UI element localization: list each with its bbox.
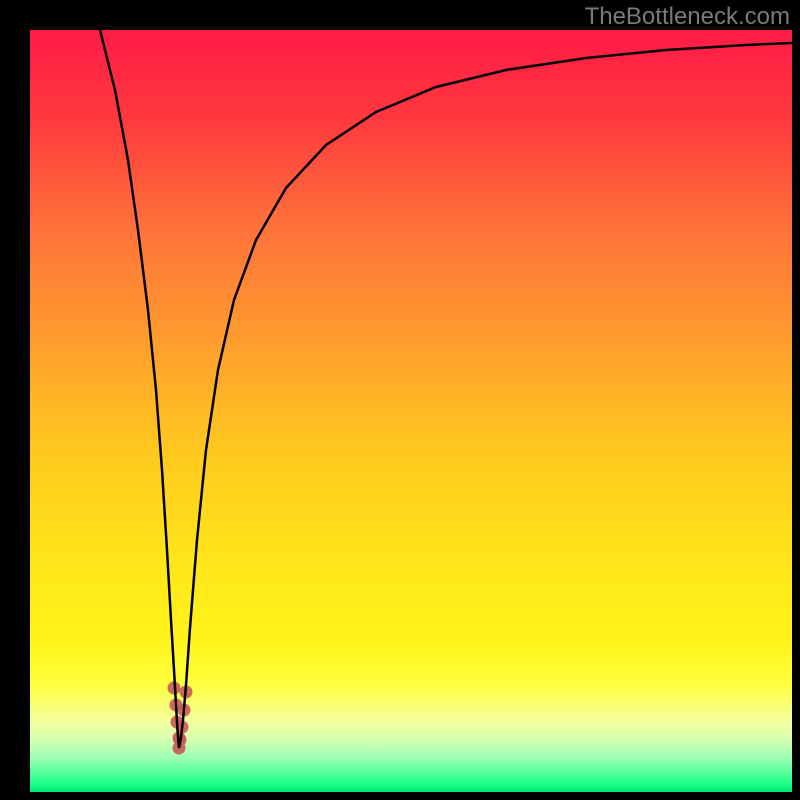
gradient-background <box>30 30 792 792</box>
watermark-text: TheBottleneck.com <box>585 3 790 31</box>
plot-area <box>30 30 792 792</box>
chart-svg <box>30 30 792 792</box>
chart-frame: TheBottleneck.com <box>0 0 800 800</box>
